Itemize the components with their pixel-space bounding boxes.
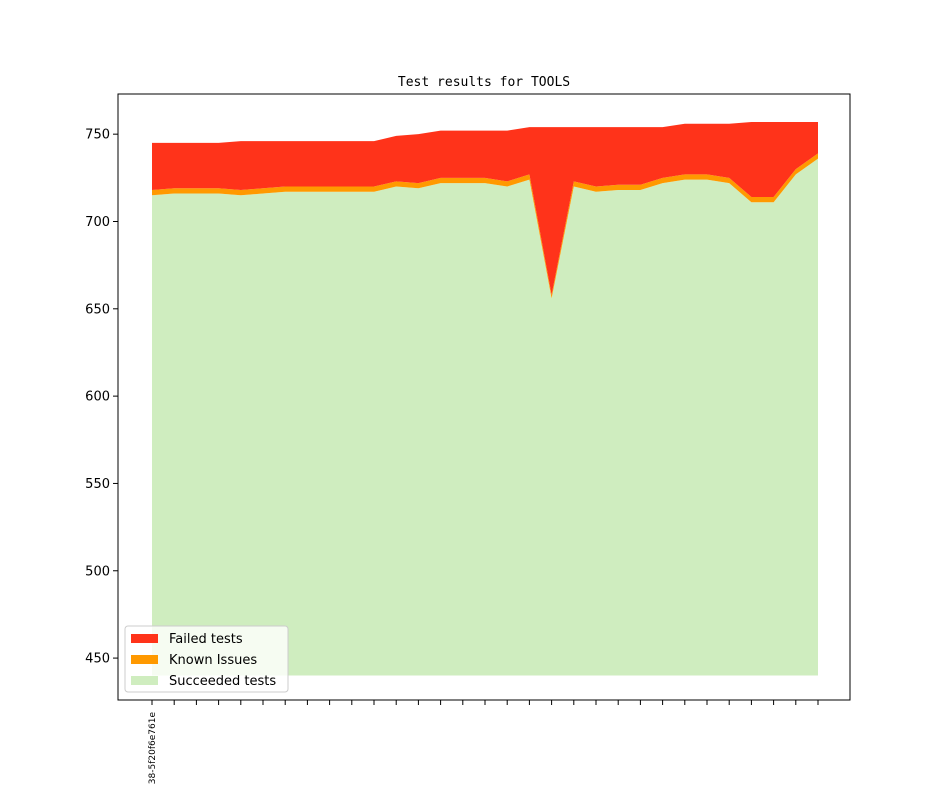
legend: Failed tests Known Issues Succeeded tests bbox=[124, 625, 289, 693]
axes-frame bbox=[117, 93, 851, 701]
legend-swatch-succeeded-tests bbox=[131, 676, 158, 685]
area-known-issues bbox=[152, 153, 818, 299]
chart-title: Test results for TOOLS bbox=[398, 75, 570, 90]
y-tick-label: 550 bbox=[85, 477, 110, 492]
legend-label-succeeded-tests: Succeeded tests bbox=[169, 674, 276, 689]
y-tick-label: 650 bbox=[85, 302, 110, 317]
x-tick-label: 38-5f20f6e761e bbox=[148, 712, 158, 785]
y-tick-label: 700 bbox=[85, 215, 110, 230]
area-failed-tests bbox=[152, 121, 818, 295]
y-tick-label: 600 bbox=[85, 390, 110, 405]
x-axis: 38-5f20f6e761e bbox=[148, 700, 819, 785]
legend-label-known-issues: Known Issues bbox=[169, 653, 257, 668]
legend-label-failed-tests: Failed tests bbox=[169, 632, 243, 647]
legend-box bbox=[124, 625, 289, 693]
legend-swatch-known-issues bbox=[131, 655, 158, 664]
y-tick-label: 450 bbox=[85, 652, 110, 667]
y-axis: 450 500 550 600 650 700 750 bbox=[85, 128, 118, 667]
chart-areas bbox=[152, 121, 818, 676]
area-succeeded-tests bbox=[152, 158, 818, 676]
legend-swatch-failed-tests bbox=[131, 634, 158, 643]
y-tick-label: 500 bbox=[85, 564, 110, 579]
y-tick-label: 750 bbox=[85, 128, 110, 143]
